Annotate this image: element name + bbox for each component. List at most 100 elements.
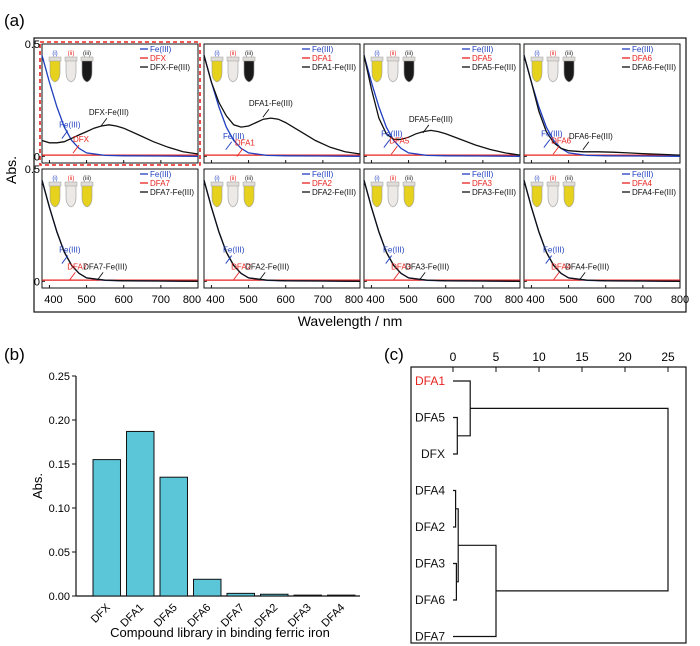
bar-dfa6 xyxy=(193,578,222,597)
y-tick-label: 0.10 xyxy=(49,503,70,515)
x-tick-label: 800 xyxy=(345,294,363,306)
tube-cap xyxy=(386,56,400,62)
tube-label: (i) xyxy=(214,51,219,57)
tube-cap xyxy=(530,56,544,62)
dendrogram-link xyxy=(453,544,497,638)
legend-label: DFA7-Fe(III) xyxy=(150,188,194,197)
annotation-fe: Fe(III) xyxy=(59,246,81,255)
annotation-arrow xyxy=(422,124,430,134)
series-fe xyxy=(203,55,361,157)
annotation-fe: Fe(III) xyxy=(381,130,403,139)
bar-xlabel: Compound library in binding ferric iron xyxy=(110,625,330,640)
bar-dfa3 xyxy=(293,594,322,597)
x-tick-label: 5 xyxy=(493,350,500,364)
x-tick-label: 15 xyxy=(575,350,589,364)
annotation-complex: DFA3-Fe(III) xyxy=(405,262,449,271)
dendrogram-link xyxy=(453,416,458,455)
leaf-dfa2: DFA2 xyxy=(415,520,445,534)
annotation-complex: DFA1-Fe(III) xyxy=(249,99,293,108)
legend-label: Fe(III) xyxy=(472,170,494,179)
tube-cap xyxy=(242,181,256,187)
tube-icon xyxy=(547,58,559,83)
annotation-ligand: DFA5 xyxy=(389,136,410,145)
tube-icon xyxy=(547,183,559,208)
tube-label: (i) xyxy=(52,176,57,182)
y-tick-label: 0 xyxy=(34,151,40,163)
tube-icon xyxy=(227,183,239,208)
uv-panel-frame xyxy=(363,168,521,289)
annotation-complex: DFA4-Fe(III) xyxy=(565,262,609,271)
tube-label: (iii) xyxy=(565,176,573,182)
y-tick-label: 0.20 xyxy=(49,415,70,427)
annotation-arrow xyxy=(418,272,426,281)
tube-cap xyxy=(64,181,78,187)
annotation-ligand: DFA6 xyxy=(551,136,572,145)
tube-cap xyxy=(226,56,240,62)
legend-label: DFA5 xyxy=(472,54,493,63)
annotation-arrow xyxy=(383,139,391,148)
legend-label: DFA4-Fe(III) xyxy=(632,188,676,197)
legend-label: Fe(III) xyxy=(472,45,494,54)
x-tick-label: 600 xyxy=(597,294,615,306)
x-tick-label: 800 xyxy=(505,294,523,306)
panel-a-xlabel: Wavelength / nm xyxy=(298,313,403,329)
x-tick-label: 400 xyxy=(526,294,544,306)
legend-label: Fe(III) xyxy=(150,170,172,179)
annotation-fe: Fe(III) xyxy=(541,130,563,139)
tube-icon xyxy=(243,58,255,83)
tube-cap xyxy=(562,56,576,62)
tube-label: (ii) xyxy=(550,176,557,182)
uv-panel-dfa3: 400 500 600 700 800Fe(III)DFA3DFA3-Fe(III)(i… xyxy=(363,168,523,306)
x-tick-label: 700 xyxy=(152,294,170,306)
tube-cap xyxy=(562,181,576,187)
annotation-ligand: DFA1 xyxy=(235,139,256,148)
x-tick-label: 400 xyxy=(206,294,224,306)
panel-label-b: (b) xyxy=(4,345,25,364)
tube-cap xyxy=(80,181,94,187)
leaf-dfa7: DFA7 xyxy=(415,630,445,644)
tube-icon xyxy=(563,183,575,208)
tube-icon xyxy=(387,183,399,208)
x-tick-label: 800 xyxy=(671,294,689,306)
x-tick-label: 20 xyxy=(618,350,632,364)
annotation-complex: DFA5-Fe(III) xyxy=(409,115,453,124)
series-complex xyxy=(203,55,361,155)
x-tick-label: 800 xyxy=(183,294,201,306)
x-tick-label: 0 xyxy=(450,350,457,364)
annotation-complex: DFA2-Fe(III) xyxy=(245,262,289,271)
y-tick-label: 0.05 xyxy=(49,547,70,559)
leaf-dfx: DFX xyxy=(421,447,445,461)
x-tick-label: 500 xyxy=(77,294,95,306)
bar-dfa7 xyxy=(226,592,255,597)
tube-label: (ii) xyxy=(550,51,557,57)
tube-label: (ii) xyxy=(68,51,75,57)
uv-panel-dfa2: 400 500 600 700 800Fe(III)DFA2DFA2-Fe(III)(i… xyxy=(203,168,363,306)
legend-label: DFA6-Fe(III) xyxy=(632,63,676,72)
leaf-dfa1: DFA1 xyxy=(415,374,445,388)
annotation-arrow xyxy=(543,139,551,148)
annotation-arrow xyxy=(262,108,270,118)
tube-cap xyxy=(386,181,400,187)
tube-cap xyxy=(210,56,224,62)
annotation-arrow xyxy=(236,148,244,157)
tube-icon xyxy=(531,183,543,208)
legend-label: DFA3-Fe(III) xyxy=(472,188,516,197)
tube-cap xyxy=(80,56,94,62)
x-tick-label: DFX xyxy=(89,601,114,626)
dendrogram-link xyxy=(453,380,471,437)
legend-label: Fe(III) xyxy=(312,45,334,54)
annotation-arrow xyxy=(582,141,590,151)
x-tick-label: 500 xyxy=(239,294,257,306)
tube-cap xyxy=(370,181,384,187)
leaf-dfa5: DFA5 xyxy=(415,411,445,425)
tube-icon xyxy=(403,183,415,208)
annotation-ligand: DFA2 xyxy=(231,262,252,271)
tube-label: (i) xyxy=(214,176,219,182)
x-tick-label: 25 xyxy=(661,350,675,364)
annotation-arrow xyxy=(61,255,69,264)
tube-icon xyxy=(243,183,255,208)
legend-label: DFA1 xyxy=(312,54,333,63)
